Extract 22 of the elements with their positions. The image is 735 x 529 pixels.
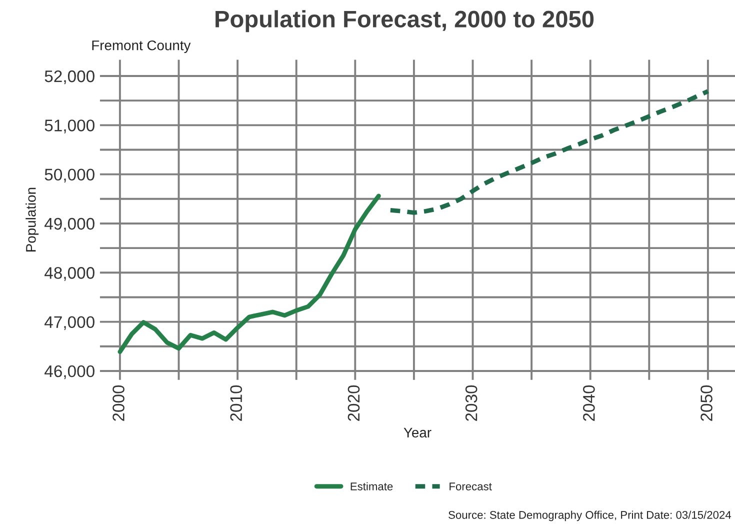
chart-title: Population Forecast, 2000 to 2050 <box>216 10 594 32</box>
line-series <box>388 89 710 215</box>
y-tick-label: 52,000 <box>44 70 94 84</box>
y-tick-label: 49,000 <box>44 218 94 232</box>
chart-subtitle: Fremont County <box>92 40 191 54</box>
x-tick-label: 2000 <box>112 385 124 421</box>
y-tick-label: 46,000 <box>44 365 94 380</box>
x-tick-label: 2020 <box>348 385 360 421</box>
line-series <box>118 194 381 354</box>
legend-label: Estimate <box>350 482 393 490</box>
x-tick-label: 2030 <box>465 385 478 421</box>
y-tick-label: 48,000 <box>44 267 94 281</box>
y-axis-title: Population <box>26 188 39 252</box>
y-tick-label: 50,000 <box>44 168 94 182</box>
y-tick-label: 47,000 <box>44 316 94 330</box>
x-tick-label: 2040 <box>583 385 595 421</box>
legend-label: Forecast <box>450 482 492 490</box>
y-tick-label: 51,000 <box>44 120 94 134</box>
x-tick-label: 2050 <box>700 385 712 421</box>
x-tick-label: 2010 <box>230 385 242 421</box>
x-axis-title: Year <box>404 428 432 438</box>
source-note: Source: State Demography Office, Print Date: 03/15/2024 <box>448 510 732 522</box>
